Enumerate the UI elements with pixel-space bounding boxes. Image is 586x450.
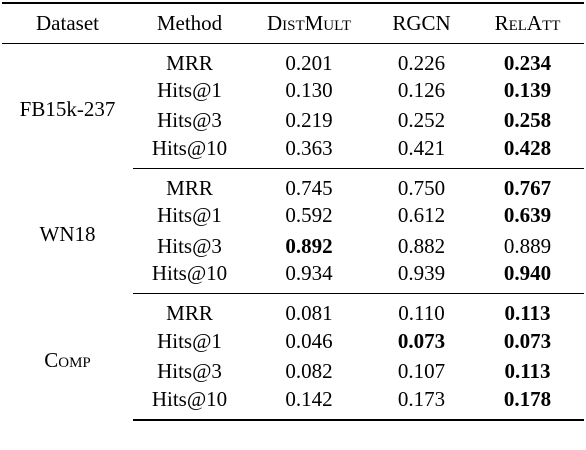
- distmult-value: 0.082: [285, 359, 333, 384]
- relatt-value: 0.258: [503, 108, 552, 133]
- rgcn-value: 0.612: [397, 203, 446, 228]
- distmult-value: 0.081: [285, 301, 333, 326]
- table-row: Hits@10 0.934 0.939 0.940: [2, 261, 584, 295]
- relatt-value: 0.639: [503, 203, 552, 228]
- relatt-value: 0.940: [471, 261, 584, 295]
- table-row: Hits@3 0.892 0.882 0.889: [2, 231, 584, 261]
- relatt-value: 0.113: [504, 359, 551, 384]
- rgcn-value: 0.226: [397, 50, 446, 75]
- table-row: Hits@10 0.142 0.173 0.178: [2, 386, 584, 421]
- relatt-value: 0.113: [504, 301, 551, 326]
- distmult-value: 0.592: [285, 203, 333, 228]
- table-row: Hits@3 0.219 0.252 0.258: [2, 106, 584, 136]
- distmult-value: 0.046: [285, 328, 333, 353]
- header-relatt: RelAtt: [471, 2, 584, 44]
- rgcn-value: 0.126: [397, 78, 446, 103]
- relatt-value: 0.139: [503, 78, 552, 103]
- rgcn-value: 0.252: [397, 108, 446, 133]
- table-row: Hits@1 0.046 0.073 0.073: [2, 326, 584, 356]
- distmult-value: 0.745: [285, 175, 333, 200]
- table-row: Hits@10 0.363 0.421 0.428: [2, 135, 584, 169]
- metric-cell: Hits@3: [157, 233, 222, 258]
- table-row: Hits@3 0.082 0.107 0.113: [2, 356, 584, 386]
- table-row: Hits@1 0.592 0.612 0.639: [2, 201, 584, 231]
- header-rgcn: RGCN: [372, 2, 471, 44]
- dataset-cell-fb15k-237: FB15k-237: [19, 96, 116, 121]
- metric-cell: MRR: [166, 301, 213, 326]
- rgcn-value: 0.073: [397, 328, 446, 353]
- rgcn-value: 0.882: [397, 233, 446, 258]
- metric-cell: Hits@1: [157, 203, 222, 228]
- relatt-value: 0.889: [503, 233, 552, 258]
- dataset-cell-comp: Comp: [44, 347, 91, 372]
- metric-cell: MRR: [166, 50, 213, 75]
- metric-cell: Hits@1: [157, 328, 222, 353]
- dataset-cell-wn18: WN18: [39, 222, 96, 247]
- distmult-value: 0.892: [285, 233, 333, 258]
- rgcn-value: 0.173: [372, 386, 471, 421]
- table-row: Comp MRR 0.081 0.110 0.113: [2, 294, 584, 371]
- distmult-value: 0.201: [285, 50, 333, 75]
- relatt-value: 0.178: [471, 386, 584, 421]
- relatt-value: 0.234: [503, 50, 552, 75]
- distmult-value: 0.934: [246, 261, 372, 295]
- metric-cell: Hits@3: [157, 359, 222, 384]
- header-method: Method: [133, 2, 246, 44]
- distmult-value: 0.363: [246, 135, 372, 169]
- rgcn-value: 0.939: [372, 261, 471, 295]
- rgcn-value: 0.421: [372, 135, 471, 169]
- header-row: Dataset Method DistMult RGCN RelAtt: [2, 2, 584, 44]
- distmult-value: 0.130: [285, 78, 333, 103]
- header-distmult: DistMult: [246, 2, 372, 44]
- relatt-value: 0.428: [471, 135, 584, 169]
- distmult-value: 0.219: [285, 108, 333, 133]
- metric-cell: MRR: [166, 175, 213, 200]
- table-row: FB15k-237 MRR 0.201 0.226 0.234: [2, 43, 584, 121]
- relatt-value: 0.073: [503, 328, 552, 353]
- metric-cell: Hits@10: [133, 261, 246, 295]
- metric-cell: Hits@10: [133, 386, 246, 421]
- header-dataset: Dataset: [2, 2, 133, 44]
- metric-cell: Hits@3: [157, 108, 222, 133]
- rgcn-value: 0.110: [398, 301, 445, 326]
- rgcn-value: 0.750: [397, 175, 446, 200]
- table-row: WN18 MRR 0.745 0.750 0.767: [2, 168, 584, 246]
- table-row: Hits@1 0.130 0.126 0.139: [2, 76, 584, 106]
- rgcn-value: 0.107: [397, 359, 446, 384]
- relatt-value: 0.767: [503, 175, 552, 200]
- metric-cell: Hits@10: [133, 135, 246, 169]
- results-table: Dataset Method DistMult RGCN RelAtt FB15…: [2, 2, 584, 421]
- distmult-value: 0.142: [246, 386, 372, 421]
- metric-cell: Hits@1: [157, 78, 222, 103]
